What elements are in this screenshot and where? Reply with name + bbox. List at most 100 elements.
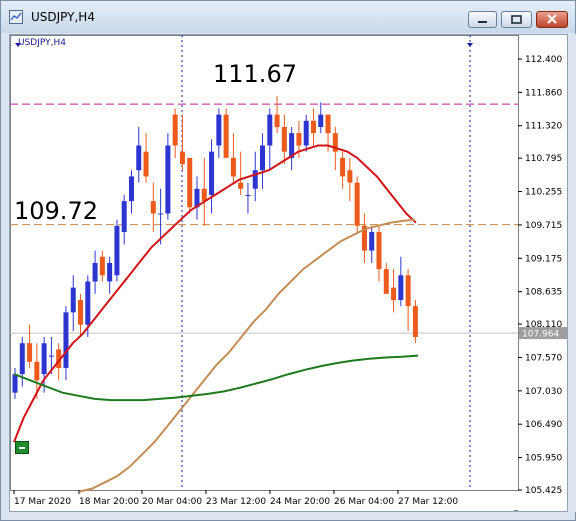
restore-icon bbox=[511, 15, 522, 24]
candle bbox=[136, 126, 142, 183]
window-title: USDJPY,H4 bbox=[31, 10, 95, 24]
close-icon bbox=[547, 14, 557, 24]
candle bbox=[34, 343, 40, 399]
candle-body bbox=[383, 269, 389, 294]
maximize-button[interactable] bbox=[501, 11, 532, 28]
candle-body bbox=[56, 349, 62, 368]
candle-body bbox=[150, 201, 156, 214]
candle bbox=[150, 182, 156, 233]
minimize-button[interactable] bbox=[468, 11, 497, 28]
candle bbox=[340, 151, 346, 189]
candle bbox=[303, 114, 309, 152]
candle bbox=[48, 337, 54, 375]
candle bbox=[158, 188, 164, 245]
candle bbox=[260, 133, 266, 189]
candle bbox=[318, 102, 324, 134]
candle bbox=[165, 133, 171, 220]
candle-body bbox=[158, 213, 164, 215]
price-chart[interactable]: 17 Mar 2020 18 Mar 20:00 20 Mar 04:00 23 Ma… bbox=[10, 35, 526, 512]
price-axis[interactable]: 112.400 111.860 111.320 110.795 110.255 109.7… bbox=[518, 34, 568, 512]
window-edge bbox=[568, 34, 576, 512]
candle-body bbox=[179, 151, 185, 165]
price-tick-label: 112.400 bbox=[525, 55, 562, 65]
resistance-level-label: 111.67 bbox=[213, 60, 297, 88]
candle bbox=[281, 114, 287, 165]
candle-body bbox=[63, 312, 69, 368]
candle-body bbox=[230, 157, 236, 177]
trade-level-marker[interactable] bbox=[15, 441, 29, 454]
candle bbox=[361, 213, 367, 263]
candle bbox=[63, 306, 69, 381]
candle-body bbox=[194, 188, 200, 208]
candle-body bbox=[289, 133, 295, 158]
candle-body bbox=[143, 151, 149, 177]
candle-body bbox=[369, 232, 375, 251]
chart-window-icon bbox=[9, 10, 23, 24]
ma-fast-line bbox=[13, 144, 417, 443]
title-bar[interactable]: USDJPY,H4 bbox=[1, 1, 575, 33]
candle-body bbox=[27, 343, 33, 362]
candle bbox=[391, 269, 397, 313]
candle bbox=[216, 108, 222, 158]
candle-body bbox=[223, 114, 229, 158]
candle-body bbox=[354, 182, 360, 226]
candle-body bbox=[216, 114, 222, 146]
candle bbox=[92, 250, 98, 294]
candle-body bbox=[92, 262, 98, 282]
close-button[interactable] bbox=[536, 11, 568, 28]
candle-body bbox=[325, 114, 331, 134]
candle bbox=[187, 157, 193, 214]
candle bbox=[121, 194, 127, 245]
candle bbox=[143, 133, 149, 183]
candle-body bbox=[332, 133, 338, 152]
candle-body bbox=[85, 281, 91, 325]
candle bbox=[369, 225, 375, 263]
candle-body bbox=[260, 145, 266, 171]
candle-body bbox=[114, 225, 120, 276]
candle-body bbox=[121, 201, 127, 233]
candle-body bbox=[281, 126, 287, 152]
ma-long-line bbox=[13, 354, 419, 402]
price-tick-label: 110.795 bbox=[525, 154, 562, 164]
time-tick-label: 20 Mar 04:00 bbox=[142, 497, 202, 507]
candle bbox=[41, 337, 47, 393]
price-tick-label: 105.950 bbox=[525, 454, 562, 464]
candle bbox=[347, 157, 353, 202]
candle bbox=[252, 151, 258, 202]
current-price-label: 107.964 bbox=[522, 330, 559, 340]
candle-body bbox=[70, 287, 76, 313]
candle-body bbox=[303, 120, 309, 146]
candle bbox=[114, 219, 120, 282]
price-tick-label: 106.490 bbox=[525, 420, 562, 430]
price-tick-label: 109.175 bbox=[525, 254, 562, 264]
minimize-icon bbox=[478, 21, 487, 23]
candle-body bbox=[398, 275, 404, 300]
candle-body bbox=[172, 114, 178, 146]
candle-body bbox=[165, 145, 171, 214]
candle bbox=[12, 367, 18, 399]
price-tick-label: 107.570 bbox=[525, 353, 562, 363]
candle-body bbox=[48, 355, 54, 357]
candle bbox=[274, 96, 280, 134]
price-tick-label: 109.715 bbox=[525, 221, 562, 231]
candle-body bbox=[412, 306, 418, 338]
candle bbox=[209, 139, 215, 214]
candle-body bbox=[136, 145, 142, 171]
time-tick-label: 18 Mar 20:00 bbox=[79, 497, 139, 507]
candle bbox=[412, 299, 418, 344]
candle bbox=[405, 269, 411, 331]
candle bbox=[383, 262, 389, 294]
candle-body bbox=[34, 361, 40, 381]
candle-body bbox=[361, 225, 367, 251]
candle bbox=[172, 108, 178, 158]
candle bbox=[128, 170, 134, 214]
chart-frame bbox=[10, 35, 525, 491]
chart-area[interactable]: 17 Mar 2020 18 Mar 20:00 20 Mar 04:00 23 Ma… bbox=[9, 34, 526, 512]
candle-body bbox=[41, 343, 47, 375]
symbol-label: USDJPY,H4 bbox=[18, 38, 66, 48]
candle-body bbox=[340, 157, 346, 177]
candle bbox=[245, 182, 251, 214]
price-tick-label: 105.425 bbox=[525, 486, 562, 496]
candle bbox=[398, 256, 404, 307]
